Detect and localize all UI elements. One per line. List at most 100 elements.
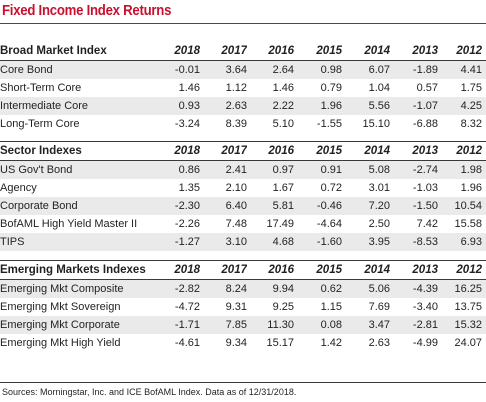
return-value: 0.79	[320, 82, 342, 94]
return-value: 9.34	[225, 337, 247, 349]
year-header: 2017	[200, 140, 247, 161]
section-header: Sector Indexes	[0, 140, 150, 161]
table-row: Intermediate Core 0.93 2.63 2.22 1.96 5.56 -1.…	[0, 97, 486, 115]
section-header-row: Sector Indexes 2018 2017 2016 2015 2014 2013 20…	[0, 140, 486, 161]
return-value: 1.75	[460, 82, 482, 94]
return-value: 2.63	[368, 337, 390, 349]
section-header-row: Emerging Markets Indexes 2018 2017 2016 2015…	[0, 260, 486, 280]
return-value: 8.24	[200, 279, 247, 298]
return-value: 5.81	[247, 196, 294, 215]
returns-table: Broad Market Index 2018 2017 2016 2015 2014 20…	[0, 42, 486, 352]
table-row: Emerging Mkt Composite -2.82 8.24 9.94 0.62 5…	[0, 279, 486, 298]
return-value: 3.47	[342, 316, 390, 334]
return-value: 10.54	[438, 196, 486, 215]
year-header: 2016	[247, 42, 294, 61]
title-divider	[0, 23, 486, 24]
return-value: 9.94	[247, 279, 294, 298]
return-value: -1.89	[390, 60, 438, 79]
return-value: 3.01	[368, 181, 390, 194]
returns-table-body: Broad Market Index 2018 2017 2016 2015 2014 20…	[0, 42, 486, 352]
return-value: 5.06	[342, 279, 390, 298]
return-value: 1.98	[438, 160, 486, 179]
index-name: Emerging Mkt Composite	[0, 279, 150, 298]
return-value: 7.69	[368, 301, 390, 313]
return-value: 2.41	[200, 160, 247, 179]
return-value: 3.95	[342, 232, 390, 251]
return-value: -4.99	[412, 337, 438, 349]
year-header: 2018	[150, 140, 200, 161]
return-value: 9.25	[272, 301, 294, 313]
return-value: 15.10	[362, 118, 390, 130]
return-value: 0.57	[416, 82, 438, 94]
return-value: 2.64	[247, 60, 294, 79]
return-value: 7.42	[416, 217, 438, 230]
return-value: 0.91	[294, 160, 342, 179]
return-value: 16.25	[438, 279, 486, 298]
year-header: 2012	[438, 42, 486, 61]
return-value: 6.07	[342, 60, 390, 79]
return-value: 15.32	[438, 316, 486, 334]
year-header: 2017	[200, 260, 247, 280]
year-header: 2013	[390, 140, 438, 161]
return-value: 13.75	[454, 301, 482, 313]
return-value: 11.30	[247, 316, 294, 334]
return-value: -4.61	[174, 337, 200, 349]
return-value: -4.72	[174, 301, 200, 313]
return-value: 15.17	[266, 337, 294, 349]
return-value: 6.40	[200, 196, 247, 215]
index-name: Emerging Mkt Sovereign	[0, 301, 121, 313]
return-value: -3.40	[412, 301, 438, 313]
table-row: Short-Term Core 1.46 1.12 1.46 0.79 1.04 0.57 1…	[0, 79, 486, 97]
section-gap-cell	[0, 251, 486, 261]
year-header: 2015	[294, 140, 342, 161]
return-value: 0.93	[150, 97, 200, 115]
return-value: -2.74	[390, 160, 438, 179]
table-bottom-divider	[0, 382, 486, 383]
return-value: -1.07	[390, 97, 438, 115]
return-value: 6.93	[438, 232, 486, 251]
return-value: 2.50	[368, 217, 390, 230]
table-row: Corporate Bond -2.30 6.40 5.81 -0.46 7.20 -1.5…	[0, 196, 486, 215]
year-header: 2016	[247, 260, 294, 280]
return-value: 24.07	[454, 337, 482, 349]
return-value: 15.58	[454, 217, 482, 230]
return-value: -0.01	[150, 60, 200, 79]
return-value: 5.56	[342, 97, 390, 115]
section-header: Broad Market Index	[0, 42, 150, 61]
section-gap	[0, 133, 486, 141]
return-value: 2.10	[225, 181, 247, 194]
index-name: Emerging Mkt High Yield	[0, 337, 121, 349]
return-value: 1.15	[320, 301, 342, 313]
source-note: Sources: Morningstar, Inc. and ICE BofAM…	[2, 387, 297, 397]
table-row: BofAML High Yield Master II -2.26 7.48 17.4…	[0, 215, 486, 233]
year-header: 2012	[438, 140, 486, 161]
return-value: 17.49	[266, 217, 294, 230]
return-value: 7.48	[225, 217, 247, 230]
return-value: -4.39	[390, 279, 438, 298]
return-value: 3.64	[200, 60, 247, 79]
table-row: Long-Term Core -3.24 8.39 5.10 -1.55 15.10 -6.…	[0, 115, 486, 133]
year-header: 2014	[342, 260, 390, 280]
return-value: -1.27	[150, 232, 200, 251]
year-header: 2018	[150, 260, 200, 280]
return-value: 8.39	[225, 118, 247, 130]
year-header: 2015	[294, 42, 342, 61]
section-gap	[0, 251, 486, 261]
table-row: Emerging Mkt High Yield -4.61 9.34 15.17 1.4…	[0, 334, 486, 352]
return-value: 1.96	[460, 181, 482, 194]
year-header: 2018	[150, 42, 200, 61]
table-row: Emerging Mkt Corporate -1.71 7.85 11.30 0.08…	[0, 316, 486, 334]
return-value: -2.82	[150, 279, 200, 298]
section-header: Emerging Markets Indexes	[0, 260, 150, 280]
return-value: 0.08	[294, 316, 342, 334]
index-name: Corporate Bond	[0, 196, 150, 215]
return-value: 8.32	[460, 118, 482, 130]
return-value: 1.67	[272, 181, 294, 194]
index-name: Long-Term Core	[0, 118, 80, 130]
return-value: -0.46	[294, 196, 342, 215]
return-value: 0.72	[320, 181, 342, 194]
return-value: 0.62	[294, 279, 342, 298]
index-name: Emerging Mkt Corporate	[0, 316, 150, 334]
table-row: Emerging Mkt Sovereign -4.72 9.31 9.25 1.15 7…	[0, 298, 486, 316]
index-name: Short-Term Core	[0, 82, 82, 94]
